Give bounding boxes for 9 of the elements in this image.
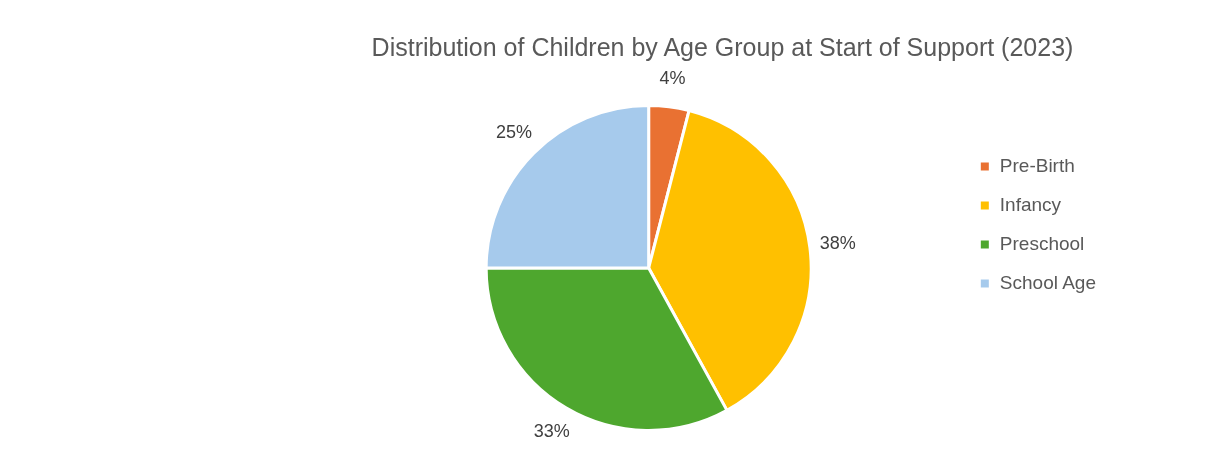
data-label: 25% [495, 122, 532, 143]
legend-label: Infancy [999, 193, 1062, 215]
data-label: 4% [659, 67, 686, 88]
chart-title: Distribution of Children by Age Group at Start of Support (2023) [371, 32, 1074, 61]
legend-label: Preschool [999, 232, 1085, 254]
legend-label: Pre-Birth [999, 154, 1075, 176]
data-label: 38% [819, 233, 856, 254]
legend-label: School Age [999, 271, 1096, 293]
data-label: 33% [533, 420, 570, 441]
